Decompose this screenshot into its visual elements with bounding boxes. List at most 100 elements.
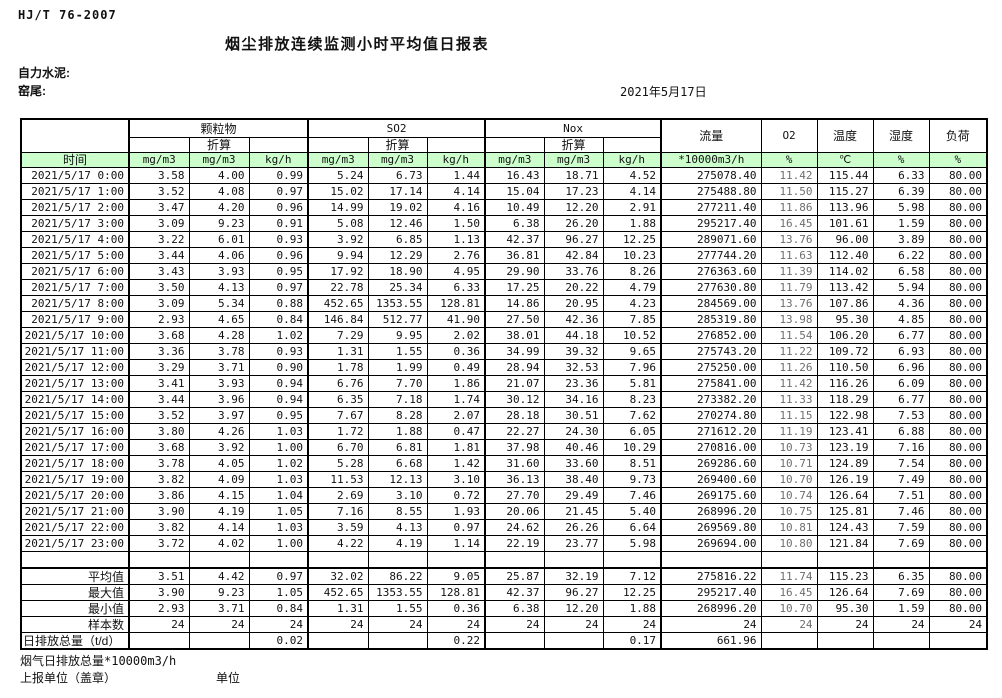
temperature-cell: 113.96: [816, 199, 874, 216]
nox-cell: 24.62: [484, 519, 545, 536]
pm-kgh-cell: 1.00: [248, 439, 309, 456]
pm-converted-cell: 4.15: [188, 487, 250, 504]
time-cell: 2021/5/17 15:00: [20, 407, 130, 424]
o2-summary-cell: 16.45: [760, 584, 818, 601]
pm-kgh-cell: 0.84: [248, 311, 309, 328]
flow-summary-cell: 268996.20: [660, 600, 762, 617]
pm-converted-summary-cell: 9.23: [188, 584, 250, 601]
nox-kgh-cell: 8.51: [602, 455, 662, 472]
flow-cell: 268996.20: [660, 503, 762, 520]
humidity-cell: 6.09: [872, 375, 930, 392]
nox-kgh-cell: 4.14: [602, 183, 662, 200]
blank-cell: [760, 551, 818, 569]
table-row: 2021/5/17 20:00 3.86 4.15 1.04 2.69 3.10 0.72 2…: [20, 487, 988, 504]
flow-summary-cell: 661.96: [660, 632, 762, 650]
table-row: 2021/5/17 5:00 3.44 4.06 0.96 9.94 12.29 2.76 3…: [20, 247, 988, 264]
blank-cell: [307, 137, 369, 153]
load-cell: 80.00: [928, 407, 988, 424]
nox-cell: 27.70: [484, 487, 545, 504]
table-row: 2021/5/17 23:00 3.72 4.02 1.00 4.22 4.19 1.14 2…: [20, 535, 988, 552]
pm-cell: 3.36: [128, 343, 190, 360]
nox-converted-cell: 26.20: [543, 215, 604, 232]
so2-cell: 3.92: [307, 231, 369, 248]
temperature-cell: 114.02: [816, 263, 874, 280]
so2-kgh-cell: 0.97: [426, 519, 486, 536]
o2-cell: 10.75: [760, 503, 818, 520]
load-cell: 80.00: [928, 263, 988, 280]
blank-cell: [602, 137, 662, 153]
so2-cell: 4.22: [307, 535, 369, 552]
humidity-cell: 4.36: [872, 295, 930, 312]
humidity-cell: 6.96: [872, 359, 930, 376]
o2-cell: 11.33: [760, 391, 818, 408]
nox-summary-cell: 24: [484, 616, 545, 633]
so2-kgh-cell: 1.14: [426, 535, 486, 552]
nox-converted-cell: 29.49: [543, 487, 604, 504]
report-date: 2021年5月17日: [620, 85, 707, 99]
table-row: 2021/5/17 2:00 3.47 4.20 0.96 14.99 19.02 4.16…: [20, 199, 988, 216]
load-cell: 80.00: [928, 295, 988, 312]
pm-kgh-cell: 0.94: [248, 391, 309, 408]
pm-kgh-cell: 1.03: [248, 423, 309, 440]
nox-kgh-cell: 7.85: [602, 311, 662, 328]
pm-kgh-cell: 0.96: [248, 199, 309, 216]
load-cell: 80.00: [928, 215, 988, 232]
temperature-cell: 107.86: [816, 295, 874, 312]
so2-converted-cell: 1.99: [367, 359, 428, 376]
nox-kgh-summary-cell: 24: [602, 616, 662, 633]
nox-kgh-cell: 6.05: [602, 423, 662, 440]
pm-converted-cell: 4.02: [188, 535, 250, 552]
flow-cell: 275250.00: [660, 359, 762, 376]
pm-kgh-summary-cell: 0.02: [248, 632, 309, 650]
table-row: 2021/5/17 22:00 3.82 4.14 1.03 3.59 4.13 0.97 2…: [20, 519, 988, 536]
o2-cell: 13.98: [760, 311, 818, 328]
table-row: 2021/5/17 8:00 3.09 5.34 0.88 452.65 1353.55 1…: [20, 295, 988, 312]
load-cell: 80.00: [928, 359, 988, 376]
blank-cell: [426, 551, 486, 569]
pm-converted-summary-cell: 3.71: [188, 600, 250, 617]
flow-header: 流量: [660, 118, 762, 153]
so2-converted-cell: 12.13: [367, 471, 428, 488]
flow-cell: 289071.60: [660, 231, 762, 248]
so2-cell: 6.35: [307, 391, 369, 408]
o2-cell: 16.45: [760, 215, 818, 232]
pm-cell: 3.29: [128, 359, 190, 376]
so2-converted-cell: 7.18: [367, 391, 428, 408]
pm-unit: mg/m3: [128, 152, 190, 168]
temperature-summary-cell: 115.23: [816, 567, 874, 585]
pm-kgh-summary-cell: 1.05: [248, 584, 309, 601]
pm-summary-cell: 3.90: [128, 584, 190, 601]
load-cell: 80.00: [928, 375, 988, 392]
nox-cell: 10.49: [484, 199, 545, 216]
so2-cell: 1.78: [307, 359, 369, 376]
pm-kgh-cell: 0.94: [248, 375, 309, 392]
temperature-cell: 124.43: [816, 519, 874, 536]
summary-row: 平均值 3.51 4.42 0.97 32.02 86.22 9.05 25.87 32.19 7…: [20, 567, 988, 585]
flow-summary-cell: 295217.40: [660, 584, 762, 601]
load-cell: 80.00: [928, 423, 988, 440]
pm-cell: 2.93: [128, 311, 190, 328]
nox-converted-cell: 30.51: [543, 407, 604, 424]
nox-cell: 27.50: [484, 311, 545, 328]
report-unit-label: 上报单位（盖章）: [20, 671, 117, 685]
o2-summary-cell: 10.70: [760, 600, 818, 617]
temperature-cell: 96.00: [816, 231, 874, 248]
so2-converted-cell: 6.68: [367, 455, 428, 472]
nox-converted-cell: 39.32: [543, 343, 604, 360]
nox-cell: 16.43: [484, 167, 545, 184]
so2-kgh-cell: 0.36: [426, 343, 486, 360]
flow-cell: 277630.80: [660, 279, 762, 296]
flow-cell: 277744.20: [660, 247, 762, 264]
o2-unit: %: [760, 152, 818, 168]
time-cell: 2021/5/17 20:00: [20, 487, 130, 504]
location-label: 窑尾:: [18, 84, 46, 98]
time-cell: 2021/5/17 10:00: [20, 327, 130, 344]
flow-cell: 270816.00: [660, 439, 762, 456]
nox-group-header: Nox: [484, 118, 662, 138]
blank-cell: [872, 551, 930, 569]
so2-cell: 22.78: [307, 279, 369, 296]
time-cell: 2021/5/17 2:00: [20, 199, 130, 216]
nox-cell: 36.13: [484, 471, 545, 488]
so2-group-header: SO2: [306, 118, 486, 138]
so2-summary-cell: 24: [307, 616, 369, 633]
